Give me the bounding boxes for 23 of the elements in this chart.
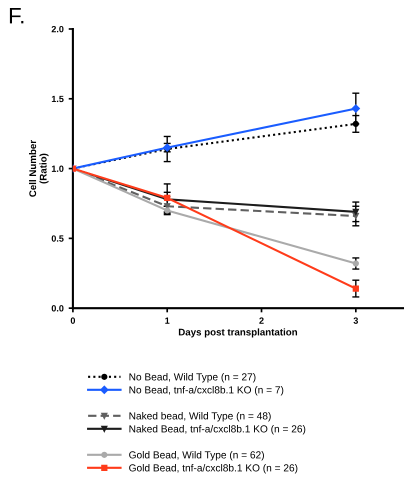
legend-label: Naked Bead, tnf-a/cxcl8b.1 KO (n = 26) <box>129 425 306 434</box>
legend-label: Gold Bead, tnf-a/cxcl8b.1 KO (n = 26) <box>129 464 298 474</box>
legend-label: No Bead, tnf-a/cxcl8b.1 KO (n = 7) <box>129 386 284 396</box>
point <box>352 120 359 128</box>
point <box>352 285 359 292</box>
x-tick-label: 3 <box>354 317 358 324</box>
point <box>352 212 359 220</box>
y-tick-label: 1.5 <box>52 96 64 102</box>
x-tick-label: 2 <box>259 317 264 324</box>
point <box>352 104 360 113</box>
y-tick-label: 1.0 <box>52 166 64 172</box>
legend-label: Gold Bead, Wild Type (n = 62) <box>129 451 264 460</box>
y-axis-title: Cell Number (Ratio) <box>29 140 49 197</box>
legend-label: Naked bead, Wild Type (n = 48) <box>129 412 271 422</box>
legend-label: No Bead, Wild Type (n = 27) <box>129 373 256 382</box>
x-tick-label: 0 <box>70 317 76 324</box>
y-tick-label: 2.0 <box>52 26 64 32</box>
x-tick-label: 1 <box>165 318 170 324</box>
point <box>352 260 359 267</box>
text: F. <box>10 8 24 24</box>
y-tick-label: 0.5 <box>52 235 64 242</box>
y-tick-label: 0.0 <box>52 305 64 312</box>
x-axis-title: Days post transplantation <box>178 328 298 338</box>
